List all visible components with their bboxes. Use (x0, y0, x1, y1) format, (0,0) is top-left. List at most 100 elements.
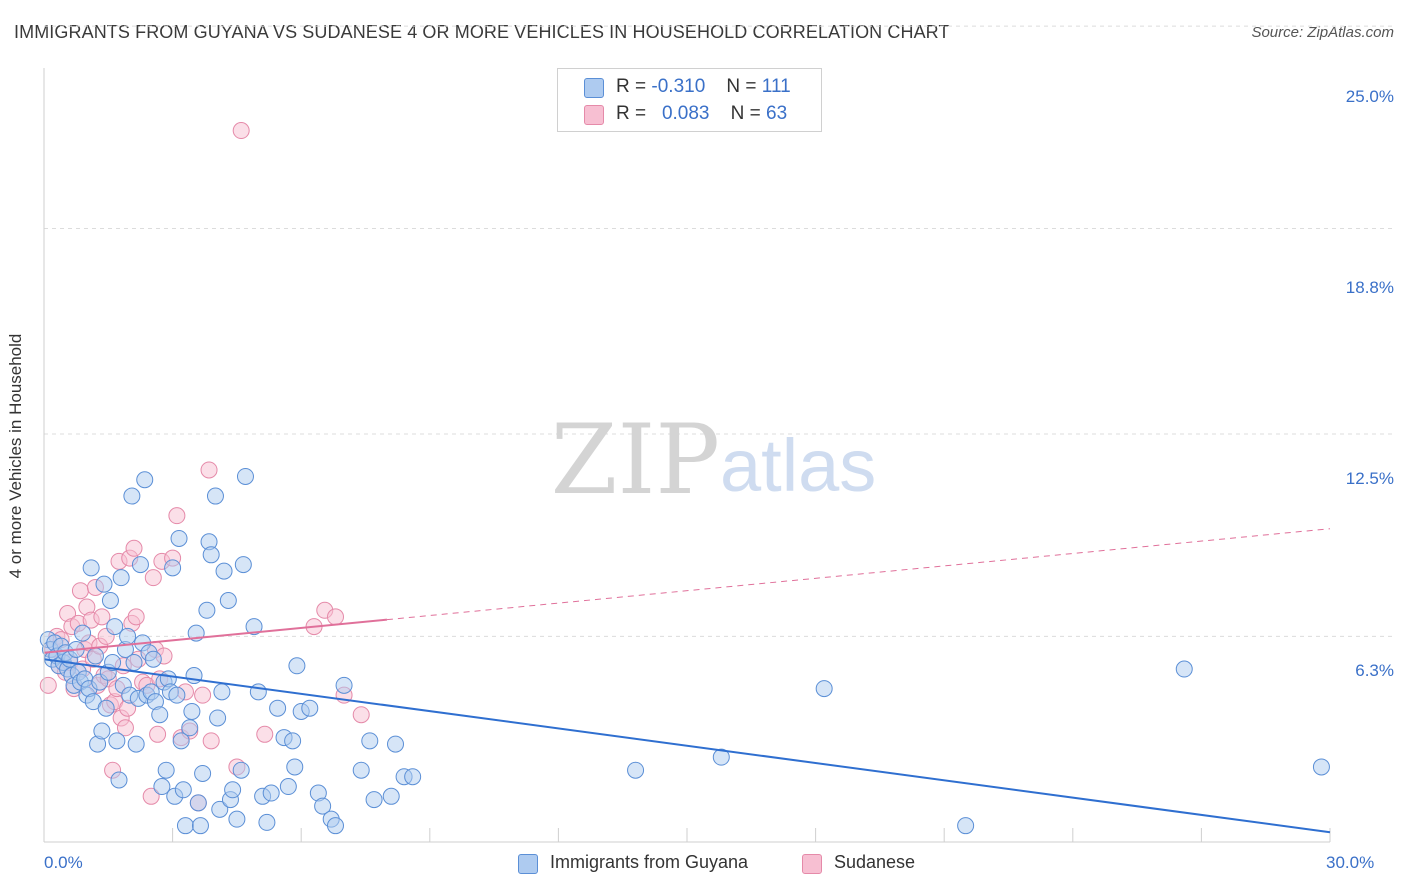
guyana-point (286, 758, 304, 776)
guyana-point (335, 676, 353, 694)
guyana-point (301, 699, 319, 717)
sudanese-point (116, 719, 134, 737)
guyana-point (168, 686, 186, 704)
guyana-point (236, 467, 254, 485)
guyana-point (153, 778, 171, 796)
guyana-point (245, 618, 263, 636)
guyana-point (125, 654, 143, 672)
guyana-point (174, 781, 192, 799)
guyana-point (97, 699, 115, 717)
sudanese-point (352, 706, 370, 724)
correlation-legend: R = -0.310 N = 111 R = 0.083 N = 63 (557, 68, 822, 132)
sudanese-point (142, 787, 160, 805)
guyana-point (119, 627, 137, 645)
legend-guyana-n-value: 111 (761, 76, 791, 97)
sudanese-point (194, 686, 212, 704)
guyana-point (106, 618, 124, 636)
guyana-point (249, 683, 267, 701)
guyana-point (269, 699, 287, 717)
guyana-point (815, 680, 833, 698)
sudanese-point (144, 569, 162, 587)
sudanese-point (127, 608, 145, 626)
guyana-point (228, 810, 246, 828)
guyana-point (189, 794, 207, 812)
legend-swatch-sudanese (584, 105, 604, 125)
source-credit: Source: ZipAtlas.com (1251, 24, 1394, 41)
y-tick-label: 25.0% (1345, 87, 1394, 106)
sudanese-point (125, 539, 143, 557)
guyana-point (314, 797, 332, 815)
guyana-point (172, 732, 190, 750)
guyana-point (176, 817, 194, 835)
guyana-point (365, 791, 383, 809)
legend-guyana-n-label: N = (726, 76, 757, 97)
guyana-point (127, 735, 145, 753)
guyana-point (712, 748, 730, 766)
sudanese-point (71, 582, 89, 600)
y-tick-label: 18.8% (1345, 278, 1394, 297)
gridlines (44, 25, 1394, 637)
x-axis-ticks (43, 828, 1331, 842)
legend-sudanese-r-label: R = (616, 103, 647, 124)
y-tick-label: 6.3% (1355, 661, 1394, 680)
legend-guyana-r-label: R = (616, 76, 647, 97)
x-tick-label: 30.0% (1326, 853, 1375, 872)
guyana-point (1175, 660, 1193, 678)
guyana-point (164, 559, 182, 577)
guyana-point (627, 761, 645, 779)
bottom-legend-swatch-sudanese (802, 854, 822, 874)
guyana-point (219, 591, 237, 609)
legend-sudanese-n-value: 63 (766, 103, 788, 124)
guyana-point (326, 817, 344, 835)
guyana-point (206, 487, 224, 505)
guyana-point (213, 683, 231, 701)
guyana-point (284, 732, 302, 750)
guyana-point (224, 781, 242, 799)
guyana-point (198, 601, 216, 619)
guyana-point (170, 529, 188, 547)
bottom-legend-label-guyana: Immigrants from Guyana (550, 852, 749, 872)
guyana-point (194, 764, 212, 782)
guyana-point (404, 768, 422, 786)
x-tick-label: 0.0% (44, 853, 83, 872)
trend-lines (43, 528, 1331, 834)
guyana-point (215, 562, 233, 580)
sudanese-trend-line (43, 618, 388, 654)
guyana-point (288, 657, 306, 675)
guyana-point (191, 817, 209, 835)
guyana-point (382, 787, 400, 805)
guyana-trend-line (43, 658, 1331, 834)
guyana-point (202, 546, 220, 564)
legend-swatch-guyana (584, 78, 604, 98)
sudanese-point (149, 725, 167, 743)
y-tick-label: 12.5% (1345, 469, 1394, 488)
guyana-point (86, 647, 104, 665)
guyana-point (387, 735, 405, 753)
guyana-point (232, 761, 250, 779)
legend-sudanese-r-value: 0.083 (661, 103, 710, 124)
sudanese-point (168, 507, 186, 525)
sudanese-trend-line-extension (386, 528, 1331, 621)
guyana-point (361, 732, 379, 750)
guyana-point (144, 650, 162, 668)
sudanese-point (202, 732, 220, 750)
guyana-point (131, 556, 149, 574)
sudanese-point (200, 461, 218, 479)
guyana-point (136, 471, 154, 489)
guyana-point (104, 654, 122, 672)
guyana-point (123, 487, 141, 505)
legend-sudanese-n-label: N = (730, 103, 761, 124)
guyana-point (258, 813, 276, 831)
sudanese-point (256, 725, 274, 743)
bottom-legend-label-sudanese: Sudanese (834, 852, 916, 872)
bottom-legend-swatch-guyana (518, 854, 538, 874)
guyana-point (112, 569, 130, 587)
guyana-point (234, 556, 252, 574)
watermark-zip: ZIP (551, 404, 720, 516)
guyana-point (957, 817, 975, 835)
guyana-point (157, 761, 175, 779)
guyana-point (95, 575, 113, 593)
guyana-point (262, 784, 280, 802)
guyana-point (108, 732, 126, 750)
